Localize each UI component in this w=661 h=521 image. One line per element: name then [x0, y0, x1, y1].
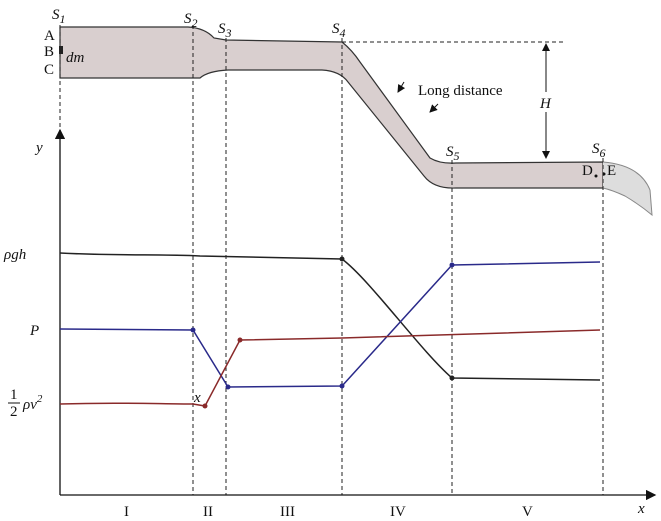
section-label: S6 [592, 141, 606, 160]
curve-labels: ρgh P 1 2 ρv2 [3, 247, 43, 420]
pressure-curve [59, 261, 601, 388]
curve-label: ρv2 [22, 393, 43, 413]
sub: 1 [60, 12, 66, 26]
section-labels: S1 S2 S3 S4 S5 S6 [52, 7, 606, 163]
sub: 4 [340, 26, 346, 40]
point-label: A [44, 28, 55, 44]
region-label: V [522, 504, 533, 520]
section-label: S5 [446, 144, 460, 163]
curve-label: P [29, 323, 39, 339]
fraction-numerator: 1 [10, 387, 18, 403]
letter: S [184, 11, 192, 27]
marker-label: x [193, 390, 201, 406]
letter: S [218, 21, 226, 37]
fraction-denominator: 2 [10, 404, 18, 420]
section-label: S3 [218, 21, 232, 40]
axis-label: x [637, 501, 645, 517]
axis-label: y [34, 140, 43, 156]
letter: S [592, 141, 600, 157]
region-label: III [280, 504, 295, 520]
point-label: B [44, 44, 54, 60]
sub: 2 [192, 16, 198, 30]
kinetic-curve [59, 329, 601, 407]
note: Long distance [418, 83, 503, 99]
element-label: dm [66, 50, 85, 66]
letter: S [332, 21, 340, 37]
axes: y x [34, 128, 657, 517]
sub: 6 [600, 146, 606, 160]
regions: I II III IV V [124, 504, 533, 520]
annotations: Long distance H [397, 43, 556, 159]
point-label: E [607, 163, 616, 179]
curve-label: ρgh [3, 247, 26, 263]
pipe [59, 26, 653, 217]
potential-curve [59, 252, 601, 381]
sub: 5 [454, 149, 460, 163]
height-label: H [539, 96, 552, 112]
point-label: D [582, 163, 593, 179]
section-label: S2 [184, 11, 198, 30]
section-lines [59, 25, 604, 495]
sub: 3 [225, 26, 232, 40]
term: ρv [22, 397, 37, 413]
letter: S [52, 7, 60, 23]
letter: S [446, 144, 454, 160]
region-label: IV [390, 504, 406, 520]
section-label: S1 [52, 7, 66, 26]
curves: x [59, 252, 601, 409]
point-label: C [44, 62, 54, 78]
exponent: 2 [37, 393, 43, 405]
region-label: I [124, 504, 129, 520]
element-mark [59, 46, 63, 54]
points: A B C dm D E [44, 28, 616, 179]
section-label: S4 [332, 21, 346, 40]
region-label: II [203, 504, 213, 520]
